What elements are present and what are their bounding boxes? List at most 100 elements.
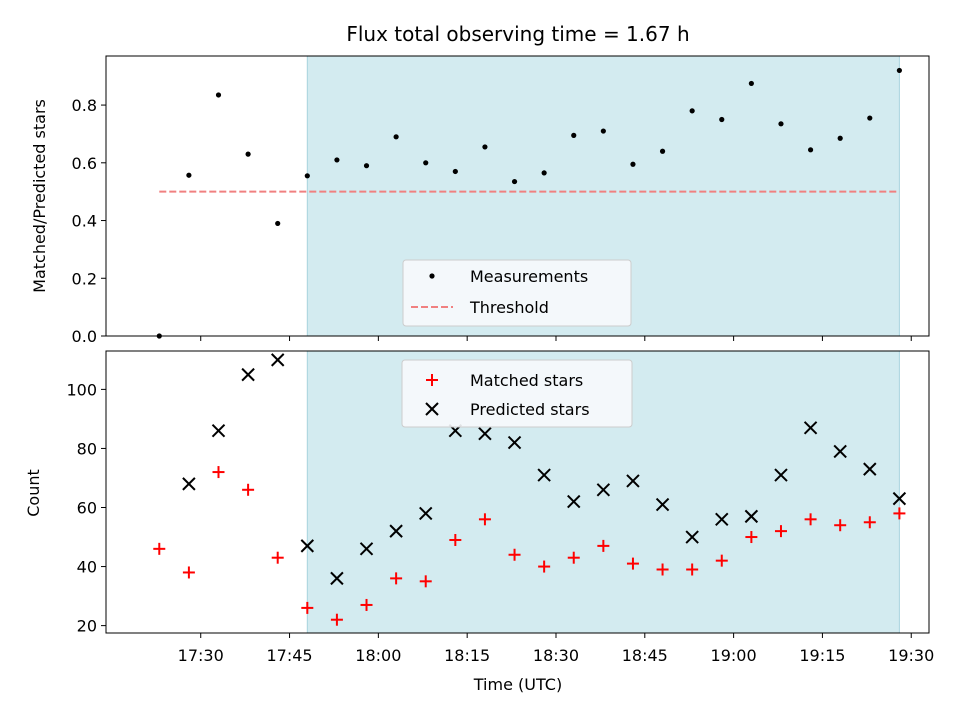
measurement-point [807,147,814,153]
matched-stars-point [360,598,373,611]
matched-stars-point [745,531,758,544]
matched-stars-point [153,542,166,555]
x-tick-label: 19:00 [711,646,757,665]
chart-title: Flux total observing time = 1.67 h [346,22,689,46]
measurement-point [896,67,902,74]
measurement-point [659,148,666,154]
y-tick-label: 20 [77,617,97,636]
predicted-stars-point [241,367,255,382]
x-tick-label: 18:00 [355,646,401,665]
x-tick-label: 19:30 [888,646,934,665]
y-tick-label: 60 [77,499,97,518]
measurement-point [275,220,281,227]
count-legend-box [401,359,633,428]
y-tick-label: 40 [77,558,97,577]
predicted-stars-point [744,509,759,524]
ratio-legend-box [402,259,632,327]
ratio-y-axis-label: Matched/Predicted stars [30,99,49,293]
ratio-y-ticks: 0.0 0.2 0.4 0.6 0.8 [72,96,106,346]
y-tick-label: 0.8 [72,96,97,115]
y-tick-label: 100 [66,380,97,399]
matched-stars-point [330,613,343,626]
predicted-stars-point [715,512,729,527]
ratio-panel: 0.00.20.40.60.8 Matched/Predicted stars … [30,55,930,346]
count-y-ticks: 20 40 60 80 100 [66,380,106,636]
measurement-point [304,173,310,179]
matched-stars-point [834,519,847,532]
y-tick-label: 0.2 [72,269,97,288]
measurement-point [482,144,488,150]
measurement-point [363,163,370,169]
measurement-point [748,80,754,87]
ratio-panel-frame [105,55,930,337]
legend-predicted-label: Predicted stars [470,400,590,419]
predicted-stars-point [626,474,640,488]
legend-matched-label: Matched stars [470,371,583,390]
matched-stars-point [774,525,787,538]
x-tick-label: 17:30 [178,646,224,665]
matched-stars-point [212,466,225,479]
measurement-point [630,161,636,167]
x-tick-label: 18:15 [444,646,490,665]
measurement-point [215,92,222,98]
measurement-point [867,115,873,121]
y-tick-label: 80 [77,439,97,458]
matched-stars-point [478,513,491,526]
predicted-stars-point [892,491,907,506]
x-tick-label: 18:30 [533,646,579,665]
predicted-stars-point [389,524,403,538]
y-tick-label: 0.6 [72,154,97,173]
matched-stars-point [271,551,284,564]
y-tick-label: 0.4 [72,212,97,231]
measurement-point [452,168,458,175]
measurement-point [334,157,340,163]
x-tick-label: 17:45 [266,646,312,665]
count-x-ticks: 17:30 17:45 18:00 18:15 18:30 18:45 19:00 19:15… [178,633,934,665]
measurement-point [541,170,547,176]
predicted-stars-point [211,424,226,438]
matched-stars-series [153,466,906,626]
measurement-point [778,121,784,127]
predicted-stars-point [359,542,374,556]
predicted-stars-point [833,444,847,459]
matched-stars-point [419,575,432,588]
count-panel-frame [105,350,930,634]
predicted-stars-point [567,494,581,509]
matched-stars-point [597,539,610,552]
predicted-stars-point [596,483,611,497]
measurement-point [837,135,843,141]
matched-stars-point [242,483,255,496]
predicted-stars-point [537,468,551,482]
predicted-stars-point [863,462,877,476]
predicted-stars-point [300,539,315,553]
measurement-point [186,172,192,178]
matched-stars-point [863,516,876,529]
matched-stars-point [893,507,906,520]
predicted-stars-point [419,506,433,521]
measurement-point [423,160,429,166]
measurement-point [245,151,251,157]
measurement-point [571,132,577,138]
ratio-legend: Measurements Threshold [402,259,632,327]
count-y-axis-label: Count [24,469,43,517]
matched-stars-point [508,548,521,561]
predicted-stars-point [478,426,492,441]
predicted-stars-point [655,497,670,512]
matched-stars-point [686,563,699,576]
predicted-stars-point [774,468,788,482]
measurement-point [719,116,725,123]
matched-stars-point [449,533,462,546]
measurements-series [156,67,902,339]
predicted-stars-point [182,477,196,491]
x-tick-label: 19:15 [799,646,845,665]
legend-measurements-label: Measurements [470,267,588,286]
measurement-point [689,108,695,114]
matched-stars-point [656,563,669,576]
y-tick-label: 0.0 [72,327,97,346]
measurement-point [511,178,518,185]
predicted-stars-point [685,530,699,544]
matched-stars-point [567,551,580,564]
legend-predicted-marker [425,402,439,416]
legend-threshold-label: Threshold [469,298,549,317]
